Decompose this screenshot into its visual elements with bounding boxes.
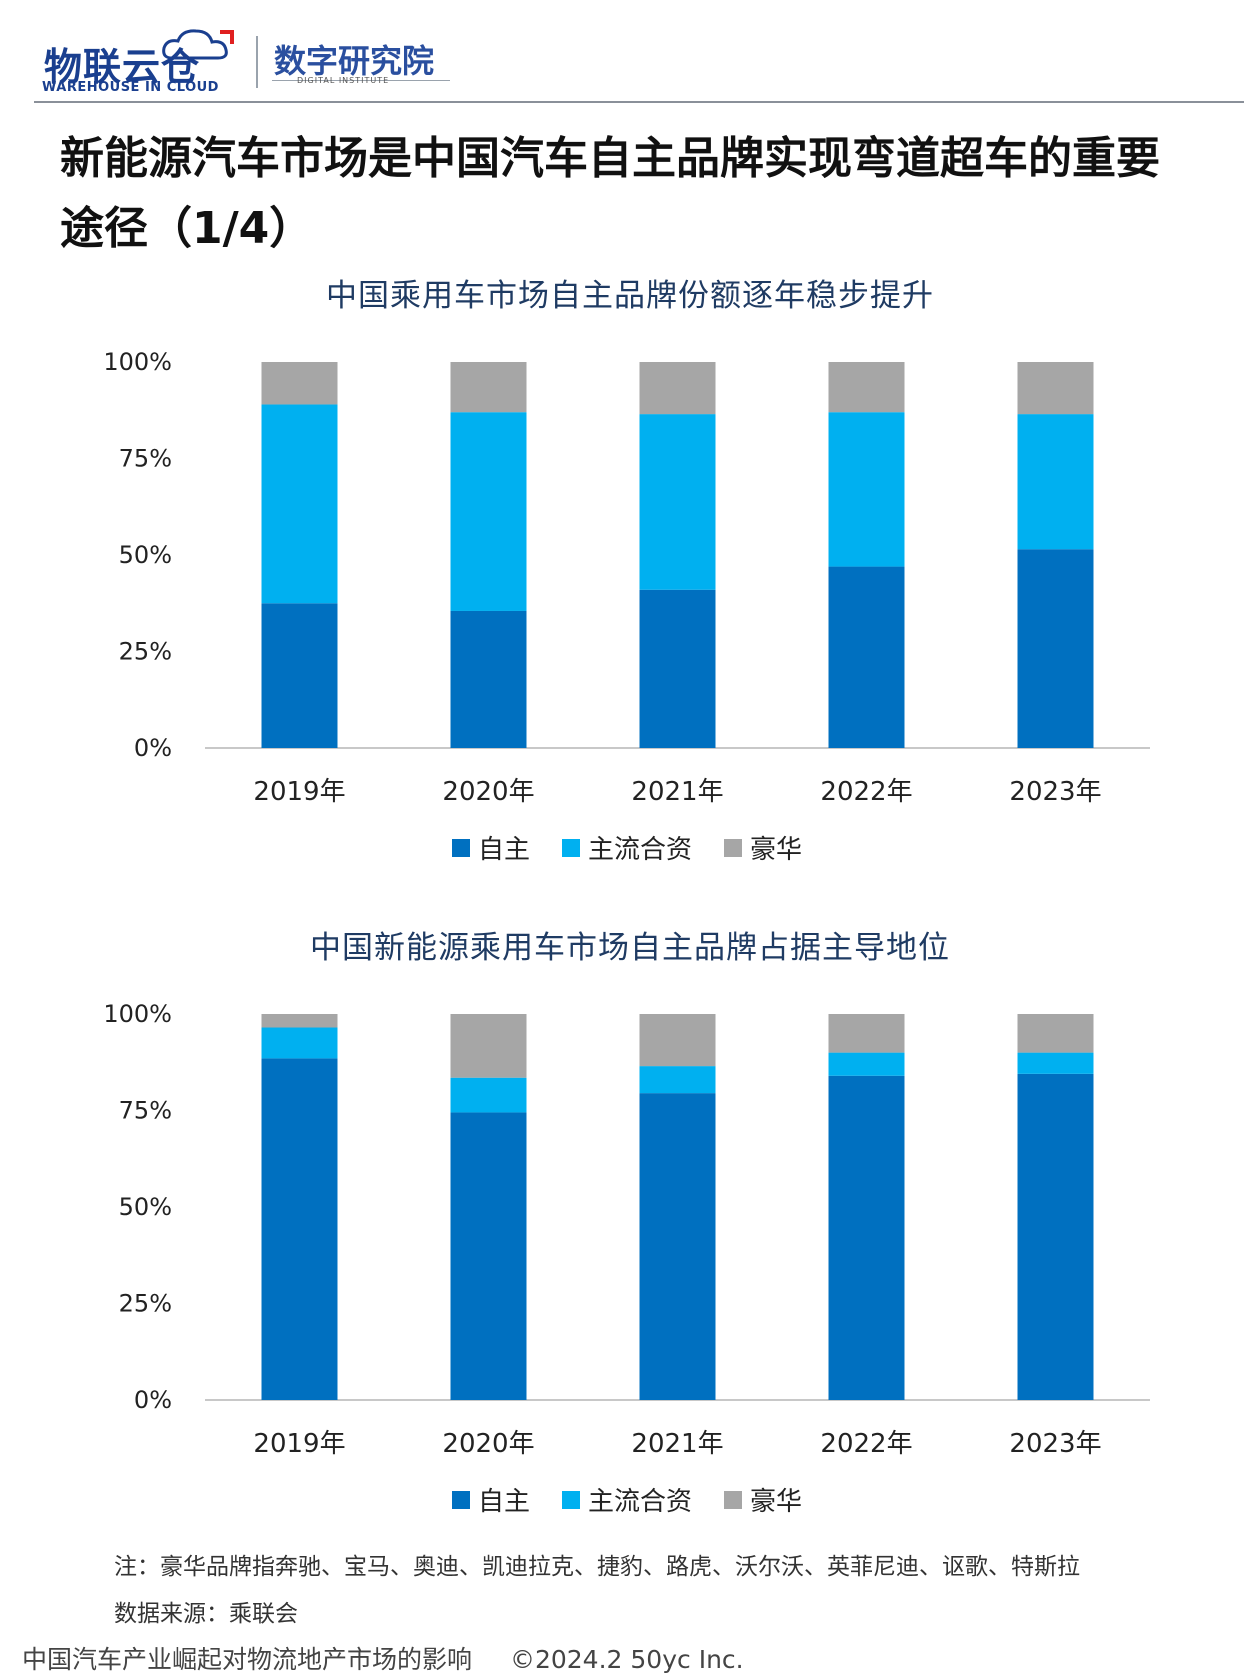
- y-tick-label: 50%: [119, 541, 172, 569]
- y-tick-label: 0%: [134, 734, 172, 762]
- y-tick-label: 0%: [134, 1386, 172, 1414]
- bar-mainstream-jv: [450, 1077, 527, 1113]
- bar-luxury: [1017, 362, 1094, 415]
- bar-own-brand: [450, 610, 527, 748]
- x-tick-label: 2021年: [631, 1429, 723, 1459]
- y-tick-label: 75%: [119, 445, 172, 473]
- bar-mainstream-jv: [639, 1066, 716, 1094]
- bar-mainstream-jv: [450, 412, 527, 611]
- legend-label: 自主: [478, 1487, 530, 1517]
- bar-mainstream-jv: [1017, 1052, 1094, 1074]
- chart-nev-share: 中国新能源乘用车市场自主品牌占据主导地位 0% 25% 50% 75% 100% 2019年…: [0, 922, 1260, 1562]
- x-tick-label: 2023年: [1009, 777, 1101, 807]
- bar-mainstream-jv: [1017, 414, 1094, 550]
- y-tick-label: 100%: [103, 348, 172, 376]
- footer: 中国汽车产业崛起对物流地产市场的影响 ©2024.2 50yc Inc.: [22, 1640, 774, 1676]
- bar-luxury: [639, 1014, 716, 1067]
- logo-wordmark: 物联云仓: [44, 45, 201, 89]
- bar-own-brand: [450, 1112, 527, 1400]
- x-tick-label: 2019年: [253, 777, 345, 807]
- bar-own-brand: [261, 1058, 338, 1400]
- bar-mainstream-jv: [639, 414, 716, 590]
- bar-mainstream-jv: [828, 1052, 905, 1076]
- x-tick-label: 2023年: [1009, 1429, 1101, 1459]
- footer-doc-title: 中国汽车产业崛起对物流地产市场的影响: [22, 1645, 473, 1674]
- x-tick-label: 2022年: [820, 1429, 912, 1459]
- bar-mainstream-jv: [261, 404, 338, 604]
- stacked-bar-chart: 中国乘用车市场自主品牌份额逐年稳步提升 0% 25% 50% 75% 100% 2019年 2…: [103, 278, 1150, 865]
- legend-swatch: [562, 1491, 580, 1509]
- y-tick-label: 100%: [103, 1000, 172, 1028]
- bar-own-brand: [639, 1093, 716, 1400]
- chart-title: 中国乘用车市场自主品牌份额逐年稳步提升: [326, 278, 934, 314]
- x-tick-label: 2019年: [253, 1429, 345, 1459]
- data-source-note: 数据来源：乘联会: [114, 1601, 298, 1627]
- legend-swatch: [724, 839, 742, 857]
- legend-swatch: [452, 1491, 470, 1509]
- logo-subtitle: WAREHOUSE IN CLOUD: [42, 80, 219, 95]
- cloud-icon: [162, 29, 234, 60]
- legend-swatch: [452, 839, 470, 857]
- x-tick-label: 2022年: [820, 777, 912, 807]
- legend-swatch: [724, 1491, 742, 1509]
- bar-own-brand: [261, 603, 338, 748]
- institute-subtitle: DIGITAL INSTITUTE: [297, 76, 390, 85]
- bar-luxury: [261, 1014, 338, 1028]
- bar-luxury: [1017, 1014, 1094, 1053]
- bar-own-brand: [828, 1075, 905, 1400]
- header-divider: [34, 101, 1244, 103]
- bar-luxury: [639, 362, 716, 415]
- x-tick-label: 2020年: [442, 1429, 534, 1459]
- stacked-bar-chart: 中国新能源乘用车市场自主品牌占据主导地位 0% 25% 50% 75% 100% 2019年…: [103, 930, 1150, 1517]
- chart-passenger-car-share: 中国乘用车市场自主品牌份额逐年稳步提升 0% 25% 50% 75% 100% 2019年 2…: [0, 270, 1260, 910]
- bar-own-brand: [1017, 1073, 1094, 1400]
- legend-label: 主流合资: [588, 835, 692, 865]
- legend-swatch: [562, 839, 580, 857]
- logo-divider: [256, 36, 258, 88]
- bar-luxury: [828, 1014, 905, 1053]
- x-tick-label: 2020年: [442, 777, 534, 807]
- institute-logo: 数字研究院: [274, 42, 435, 80]
- footer-copyright: ©2024.2 50yc Inc.: [509, 1645, 744, 1674]
- luxury-brand-note: 注：豪华品牌指奔驰、宝马、奥迪、凯迪拉克、捷豹、路虎、沃尔沃、英菲尼迪、讴歌、特…: [114, 1554, 1080, 1580]
- bar-own-brand: [1017, 549, 1094, 748]
- header: 物联云仓 WAREHOUSE IN CLOUD 数字研究院 DIGITAL IN…: [34, 28, 1244, 102]
- y-tick-label: 25%: [119, 1290, 172, 1318]
- bar-luxury: [450, 362, 527, 413]
- legend-label: 主流合资: [588, 1487, 692, 1517]
- page-title: 新能源汽车市场是中国汽车自主品牌实现弯道超车的重要途径（1/4）: [60, 133, 1160, 254]
- bar-luxury: [261, 362, 338, 405]
- legend-label: 自主: [478, 835, 530, 865]
- x-tick-label: 2021年: [631, 777, 723, 807]
- legend-label: 豪华: [750, 835, 802, 865]
- y-tick-label: 75%: [119, 1097, 172, 1125]
- bar-own-brand: [828, 566, 905, 748]
- y-tick-label: 50%: [119, 1193, 172, 1221]
- institute-underline: [272, 80, 450, 81]
- bar-mainstream-jv: [261, 1027, 338, 1059]
- bar-luxury: [450, 1014, 527, 1078]
- y-tick-label: 25%: [119, 638, 172, 666]
- legend-label: 豪华: [750, 1487, 802, 1517]
- bar-mainstream-jv: [828, 412, 905, 567]
- bar-own-brand: [639, 589, 716, 748]
- chart-title: 中国新能源乘用车市场自主品牌占据主导地位: [310, 930, 950, 966]
- bar-luxury: [828, 362, 905, 413]
